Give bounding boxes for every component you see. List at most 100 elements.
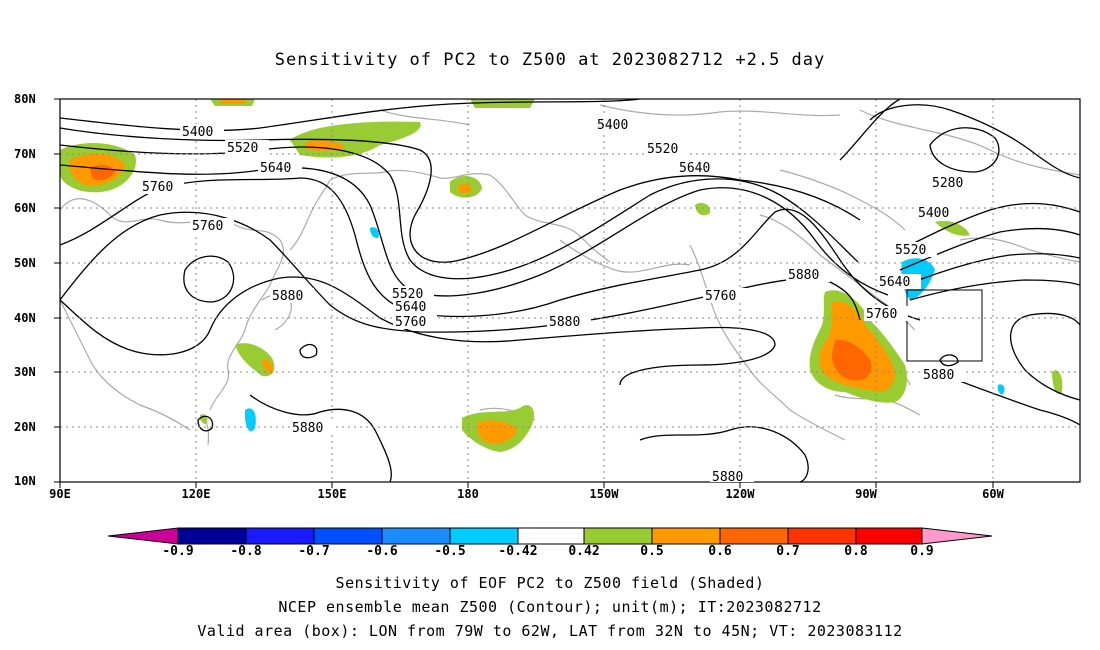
- shade-orange-topleft: [218, 99, 248, 104]
- contour-label: 5880: [292, 421, 323, 436]
- colorbar-label: 0.6: [708, 544, 732, 559]
- contour-line: [60, 211, 861, 333]
- contour-line: [869, 104, 1080, 179]
- colorbar-swatch: [787, 527, 857, 545]
- contour-label: 5400: [182, 125, 213, 140]
- colorbar-swatch: [245, 527, 315, 545]
- colorbar-swatch: [313, 527, 383, 545]
- caption-valid-area: Valid area (box): LON from 79W to 62W, L…: [197, 622, 903, 640]
- contour-label: 5880: [712, 470, 743, 485]
- shade-green-labrador: [935, 220, 970, 236]
- shade-green-arctic: [470, 99, 535, 108]
- valid-area-box: [906, 289, 983, 362]
- contour-label: 5400: [918, 206, 949, 221]
- caption-shading: Sensitivity of EOF PC2 to Z500 field (Sh…: [335, 574, 765, 592]
- colorbar-label: 0.42: [568, 544, 600, 559]
- shade-green-atlantic: [1052, 370, 1063, 394]
- contour-line: [1009, 312, 1080, 401]
- colorbar-swatch: [517, 527, 585, 545]
- lat-label: 50N: [14, 256, 36, 270]
- map-frame: [59, 98, 1081, 483]
- colorbar-swatch: [583, 527, 653, 545]
- lon-label: 90W: [855, 487, 877, 501]
- contour-line: [939, 354, 959, 367]
- colorbar-swatch: [651, 527, 721, 545]
- colorbar-label: -0.8: [230, 544, 262, 559]
- contour-label: 5640: [395, 300, 426, 315]
- colorbar-swatch: [381, 527, 451, 545]
- colorbar-label: -0.5: [434, 544, 466, 559]
- lat-label: 80N: [14, 92, 36, 106]
- contour-line: [60, 99, 641, 132]
- lon-label: 150E: [317, 487, 347, 501]
- shade-darkorange-us: [832, 339, 872, 381]
- contour-label: 5760: [142, 180, 173, 195]
- colorbar-extend-high: [921, 527, 993, 545]
- contour-label: 5880: [923, 368, 954, 383]
- contour-label: 5880: [272, 289, 303, 304]
- shade-green-canada: [695, 202, 711, 216]
- colorbar-label: 0.9: [910, 544, 934, 559]
- contour-label: 5640: [679, 161, 710, 176]
- contour-label: 5520: [392, 287, 423, 302]
- contour-label: 5880: [788, 268, 819, 283]
- colorbar-label: -0.7: [298, 544, 330, 559]
- contour-line: [60, 276, 776, 386]
- contour-line: [183, 255, 235, 303]
- contour-line: [904, 253, 1080, 286]
- lat-label: 60N: [14, 201, 36, 215]
- colorbar-swatch: [177, 527, 247, 545]
- caption-contour: NCEP ensemble mean Z500 (Contour); unit(…: [278, 598, 822, 616]
- contour-label: 5400: [597, 118, 628, 133]
- colorbar-swatch: [449, 527, 519, 545]
- shade-blue-small-2: [244, 408, 256, 432]
- shade-blue-small-3: [997, 384, 1005, 395]
- lat-label: 40N: [14, 311, 36, 325]
- contour-line: [929, 127, 1000, 173]
- contour-label: 5520: [647, 142, 678, 157]
- colorbar-label: 0.5: [640, 544, 664, 559]
- contour-line: [249, 394, 392, 482]
- shade-blue-small-1: [370, 227, 379, 238]
- lat-label: 70N: [14, 147, 36, 161]
- colorbar-label: -0.42: [498, 544, 538, 559]
- contour-line: [60, 177, 921, 321]
- contour-line: [639, 426, 809, 482]
- shade-orange-westasia: [262, 359, 273, 374]
- contour-label: 5640: [879, 275, 910, 290]
- contour-labels: 5400 5520 5640 5760 5760 5880 5520 5640 …: [140, 117, 974, 485]
- lat-label: 10N: [14, 474, 36, 488]
- colorbar-extend-low: [107, 527, 179, 545]
- lon-label: 180: [457, 487, 479, 501]
- contour-line: [899, 227, 1080, 271]
- contour-line: [299, 343, 318, 359]
- shade-orange-bering: [458, 183, 472, 194]
- colorbar-label: 0.7: [776, 544, 800, 559]
- contour-label: 5880: [549, 315, 580, 330]
- lon-label: 120E: [181, 487, 211, 501]
- contour-label: 5760: [192, 219, 223, 234]
- contour-label: 5280: [932, 176, 963, 191]
- contour-label: 5520: [227, 141, 258, 156]
- lon-label: 120W: [725, 487, 755, 501]
- lon-label: 60W: [982, 487, 1004, 501]
- contour-line: [909, 279, 1080, 301]
- colorbar: [107, 527, 993, 545]
- colorbar-swatch: [719, 527, 789, 545]
- lon-label: 90E: [49, 487, 71, 501]
- contour-label: 5760: [395, 315, 426, 330]
- lon-label: 150W: [589, 487, 619, 501]
- colorbar-label: -0.6: [366, 544, 398, 559]
- lat-label: 20N: [14, 420, 36, 434]
- contour-line: [899, 202, 1080, 251]
- colorbar-label: -0.9: [162, 544, 194, 559]
- shade-orange-pacific: [476, 420, 518, 444]
- ticks: [54, 98, 994, 488]
- contour-label: 5520: [895, 243, 926, 258]
- colorbar-swatch: [855, 527, 923, 545]
- lat-label: 30N: [14, 365, 36, 379]
- map-title: Sensitivity of PC2 to Z500 at 2023082712…: [274, 50, 826, 70]
- shade-orange-northpacific: [305, 140, 345, 151]
- contour-label: 5760: [705, 289, 736, 304]
